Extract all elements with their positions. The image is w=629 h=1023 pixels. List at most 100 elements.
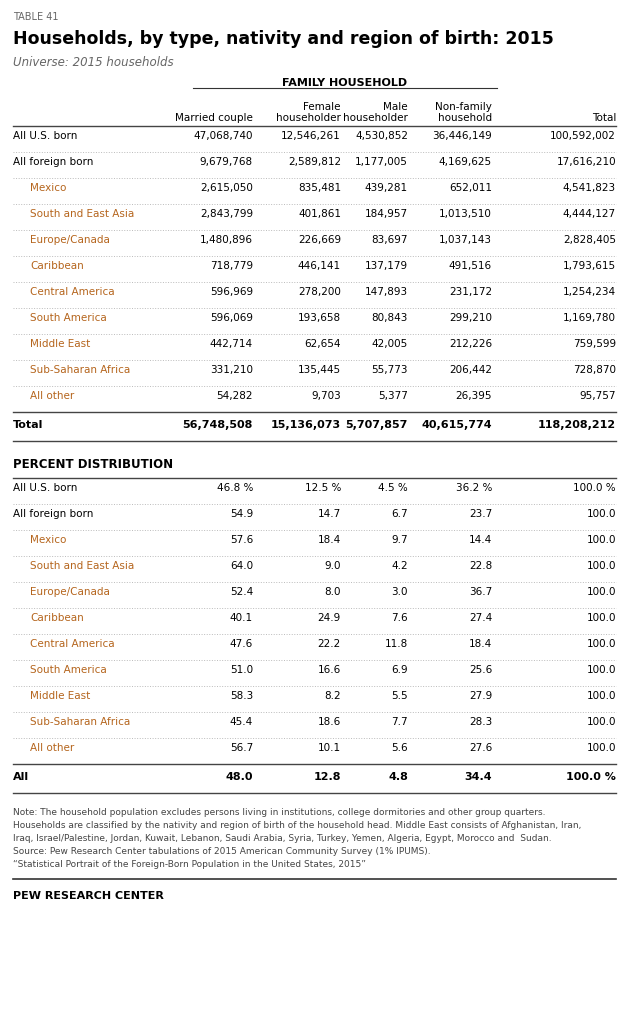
Text: All U.S. born: All U.S. born — [13, 131, 77, 141]
Text: 28.3: 28.3 — [469, 717, 492, 727]
Text: Middle East: Middle East — [30, 691, 90, 701]
Text: 27.4: 27.4 — [469, 613, 492, 623]
Text: 331,210: 331,210 — [210, 365, 253, 375]
Text: 596,969: 596,969 — [210, 287, 253, 297]
Text: Source: Pew Research Center tabulations of 2015 American Community Survey (1% IP: Source: Pew Research Center tabulations … — [13, 847, 431, 856]
Text: 118,208,212: 118,208,212 — [538, 420, 616, 430]
Text: 46.8 %: 46.8 % — [216, 483, 253, 493]
Text: 27.6: 27.6 — [469, 743, 492, 753]
Text: South and East Asia: South and East Asia — [30, 209, 134, 219]
Text: 8.0: 8.0 — [325, 587, 341, 597]
Text: 491,516: 491,516 — [449, 261, 492, 271]
Text: 9,703: 9,703 — [311, 391, 341, 401]
Text: 718,779: 718,779 — [210, 261, 253, 271]
Text: 7.7: 7.7 — [391, 717, 408, 727]
Text: 100.0: 100.0 — [586, 561, 616, 571]
Text: PEW RESEARCH CENTER: PEW RESEARCH CENTER — [13, 891, 164, 901]
Text: 62,654: 62,654 — [304, 339, 341, 349]
Text: Europe/Canada: Europe/Canada — [30, 235, 110, 244]
Text: 5,707,857: 5,707,857 — [345, 420, 408, 430]
Text: 100.0: 100.0 — [586, 743, 616, 753]
Text: 100.0 %: 100.0 % — [574, 483, 616, 493]
Text: 12.8: 12.8 — [313, 772, 341, 782]
Text: 9.7: 9.7 — [391, 535, 408, 545]
Text: 12,546,261: 12,546,261 — [281, 131, 341, 141]
Text: 4,169,625: 4,169,625 — [439, 157, 492, 167]
Text: All: All — [13, 772, 29, 782]
Text: 135,445: 135,445 — [298, 365, 341, 375]
Text: All other: All other — [30, 391, 74, 401]
Text: All other: All other — [30, 743, 74, 753]
Text: 55,773: 55,773 — [372, 365, 408, 375]
Text: Mexico: Mexico — [30, 535, 67, 545]
Text: 12.5 %: 12.5 % — [304, 483, 341, 493]
Text: 40.1: 40.1 — [230, 613, 253, 623]
Text: 14.7: 14.7 — [318, 509, 341, 519]
Text: 4.2: 4.2 — [391, 561, 408, 571]
Text: 184,957: 184,957 — [365, 209, 408, 219]
Text: 100.0 %: 100.0 % — [566, 772, 616, 782]
Text: Non-family: Non-family — [435, 102, 492, 112]
Text: 10.1: 10.1 — [318, 743, 341, 753]
Text: 100.0: 100.0 — [586, 509, 616, 519]
Text: 100.0: 100.0 — [586, 691, 616, 701]
Text: 100,592,002: 100,592,002 — [550, 131, 616, 141]
Text: 64.0: 64.0 — [230, 561, 253, 571]
Text: 6.9: 6.9 — [391, 665, 408, 675]
Text: 42,005: 42,005 — [372, 339, 408, 349]
Text: 442,714: 442,714 — [210, 339, 253, 349]
Text: 1,169,780: 1,169,780 — [563, 313, 616, 323]
Text: 4,444,127: 4,444,127 — [563, 209, 616, 219]
Text: 54.9: 54.9 — [230, 509, 253, 519]
Text: 47.6: 47.6 — [230, 639, 253, 649]
Text: Households are classified by the nativity and region of birth of the household h: Households are classified by the nativit… — [13, 821, 581, 830]
Text: All U.S. born: All U.S. born — [13, 483, 77, 493]
Text: 835,481: 835,481 — [298, 183, 341, 193]
Text: 299,210: 299,210 — [449, 313, 492, 323]
Text: 231,172: 231,172 — [449, 287, 492, 297]
Text: 40,615,774: 40,615,774 — [421, 420, 492, 430]
Text: 9,679,768: 9,679,768 — [200, 157, 253, 167]
Text: 36.2 %: 36.2 % — [455, 483, 492, 493]
Text: 2,615,050: 2,615,050 — [200, 183, 253, 193]
Text: 728,870: 728,870 — [573, 365, 616, 375]
Text: 48.0: 48.0 — [226, 772, 253, 782]
Text: All foreign born: All foreign born — [13, 509, 93, 519]
Text: 47,068,740: 47,068,740 — [194, 131, 253, 141]
Text: Central America: Central America — [30, 639, 114, 649]
Text: 652,011: 652,011 — [449, 183, 492, 193]
Text: 100.0: 100.0 — [586, 717, 616, 727]
Text: 15,136,073: 15,136,073 — [271, 420, 341, 430]
Text: Female: Female — [304, 102, 341, 112]
Text: 759,599: 759,599 — [573, 339, 616, 349]
Text: household: household — [438, 113, 492, 123]
Text: 5.6: 5.6 — [391, 743, 408, 753]
Text: 36.7: 36.7 — [469, 587, 492, 597]
Text: 6.7: 6.7 — [391, 509, 408, 519]
Text: 2,843,799: 2,843,799 — [200, 209, 253, 219]
Text: 278,200: 278,200 — [298, 287, 341, 297]
Text: All foreign born: All foreign born — [13, 157, 93, 167]
Text: Middle East: Middle East — [30, 339, 90, 349]
Text: 1,480,896: 1,480,896 — [200, 235, 253, 244]
Text: Note: The household population excludes persons living in institutions, college : Note: The household population excludes … — [13, 808, 545, 817]
Text: 100.0: 100.0 — [586, 587, 616, 597]
Text: 17,616,210: 17,616,210 — [557, 157, 616, 167]
Text: 100.0: 100.0 — [586, 639, 616, 649]
Text: Caribbean: Caribbean — [30, 261, 84, 271]
Text: Married couple: Married couple — [175, 113, 253, 123]
Text: 22.8: 22.8 — [469, 561, 492, 571]
Text: 439,281: 439,281 — [365, 183, 408, 193]
Text: 34.4: 34.4 — [464, 772, 492, 782]
Text: Iraq, Israel/Palestine, Jordan, Kuwait, Lebanon, Saudi Arabia, Syria, Turkey, Ye: Iraq, Israel/Palestine, Jordan, Kuwait, … — [13, 834, 552, 843]
Text: 24.9: 24.9 — [318, 613, 341, 623]
Text: 8.2: 8.2 — [325, 691, 341, 701]
Text: Caribbean: Caribbean — [30, 613, 84, 623]
Text: Universe: 2015 households: Universe: 2015 households — [13, 56, 174, 69]
Text: 401,861: 401,861 — [298, 209, 341, 219]
Text: 446,141: 446,141 — [298, 261, 341, 271]
Text: 1,793,615: 1,793,615 — [563, 261, 616, 271]
Text: 212,226: 212,226 — [449, 339, 492, 349]
Text: 1,037,143: 1,037,143 — [439, 235, 492, 244]
Text: 4,541,823: 4,541,823 — [563, 183, 616, 193]
